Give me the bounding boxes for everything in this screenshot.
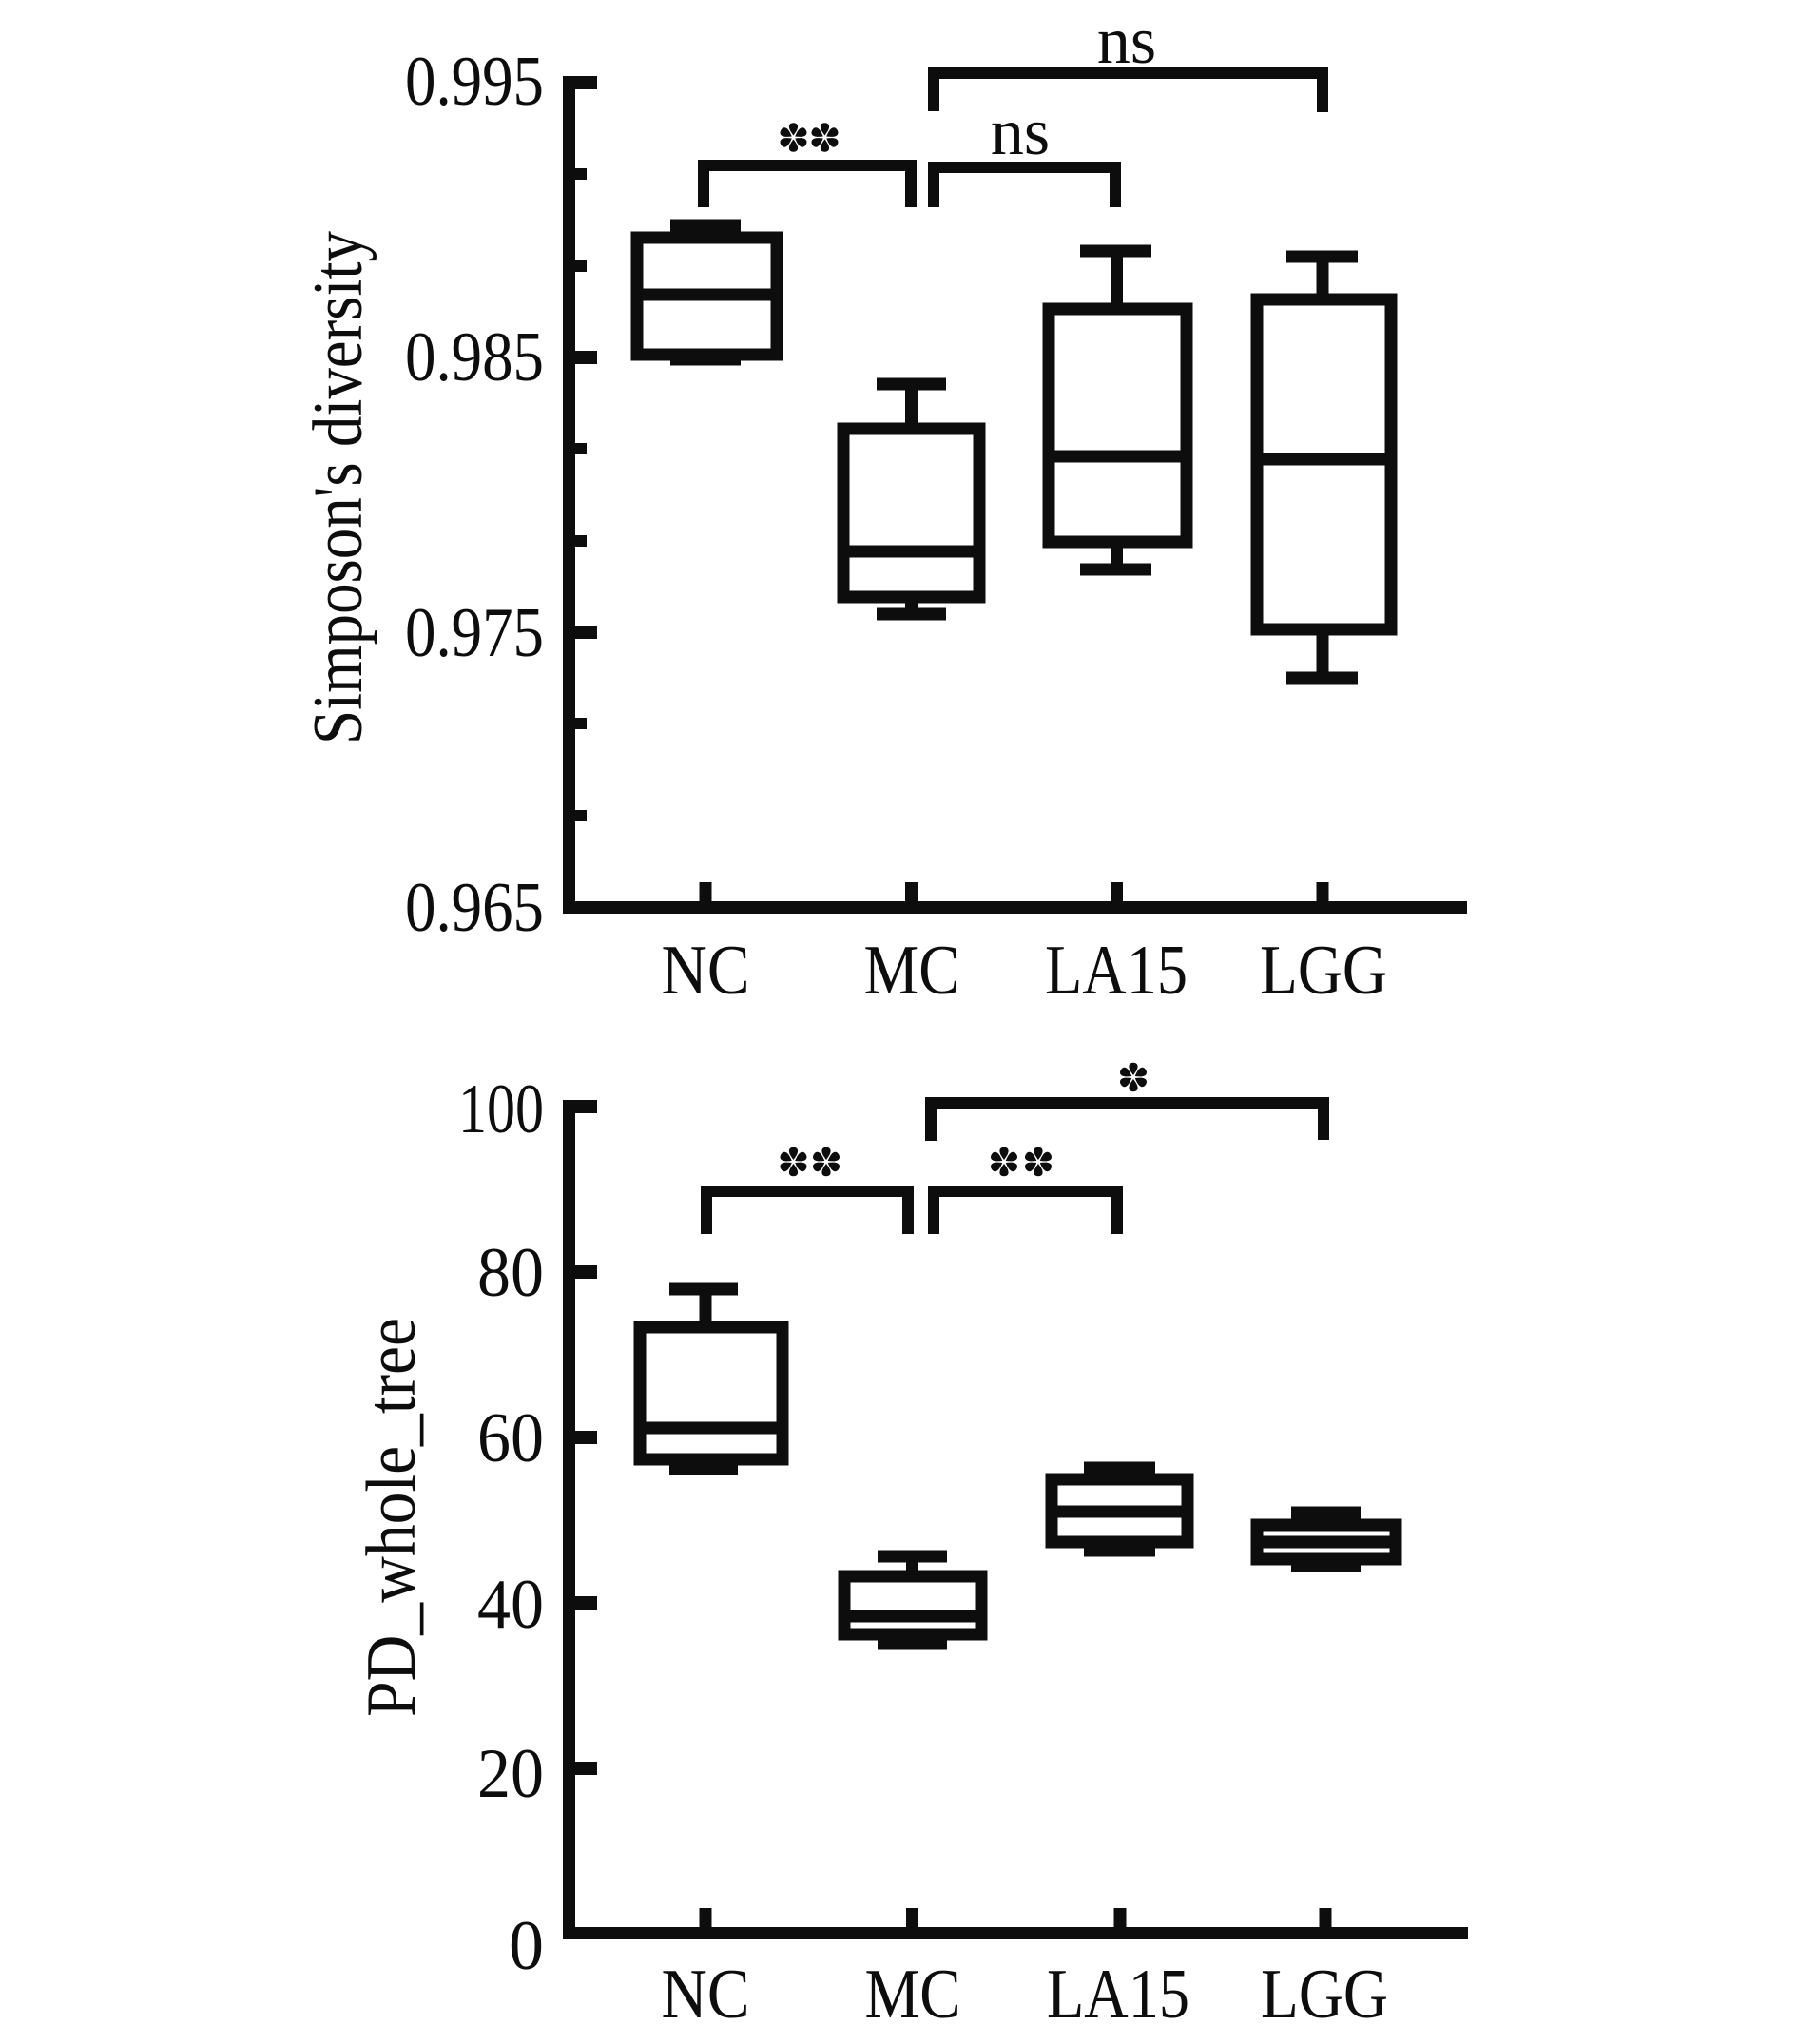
svg-text:LA15: LA15 bbox=[1045, 932, 1188, 1010]
svg-text:LGG: LGG bbox=[1260, 932, 1387, 1010]
svg-text:MC: MC bbox=[865, 1956, 961, 2034]
svg-text:MC: MC bbox=[864, 932, 960, 1010]
svg-text:0.985: 0.985 bbox=[405, 318, 544, 396]
svg-text:ns: ns bbox=[1097, 5, 1156, 78]
svg-text:0.975: 0.975 bbox=[405, 594, 544, 672]
svg-text:0.995: 0.995 bbox=[405, 43, 544, 121]
svg-text:80: 80 bbox=[477, 1234, 544, 1312]
svg-text:100: 100 bbox=[458, 1070, 544, 1148]
svg-text:LGG: LGG bbox=[1261, 1956, 1388, 2034]
svg-text:NC: NC bbox=[662, 932, 750, 1010]
svg-text:PD_whole_tree: PD_whole_tree bbox=[353, 1318, 431, 1717]
svg-text:LA15: LA15 bbox=[1047, 1956, 1189, 2034]
svg-text:0: 0 bbox=[509, 1907, 544, 1985]
svg-text:20: 20 bbox=[477, 1735, 544, 1813]
svg-text:Simposon's diversity: Simposon's diversity bbox=[300, 231, 377, 744]
svg-text:0.965: 0.965 bbox=[405, 869, 544, 947]
svg-text:60: 60 bbox=[477, 1399, 544, 1477]
svg-text:ns: ns bbox=[991, 96, 1050, 169]
svg-text:40: 40 bbox=[477, 1566, 544, 1644]
svg-text:NC: NC bbox=[662, 1956, 750, 2034]
